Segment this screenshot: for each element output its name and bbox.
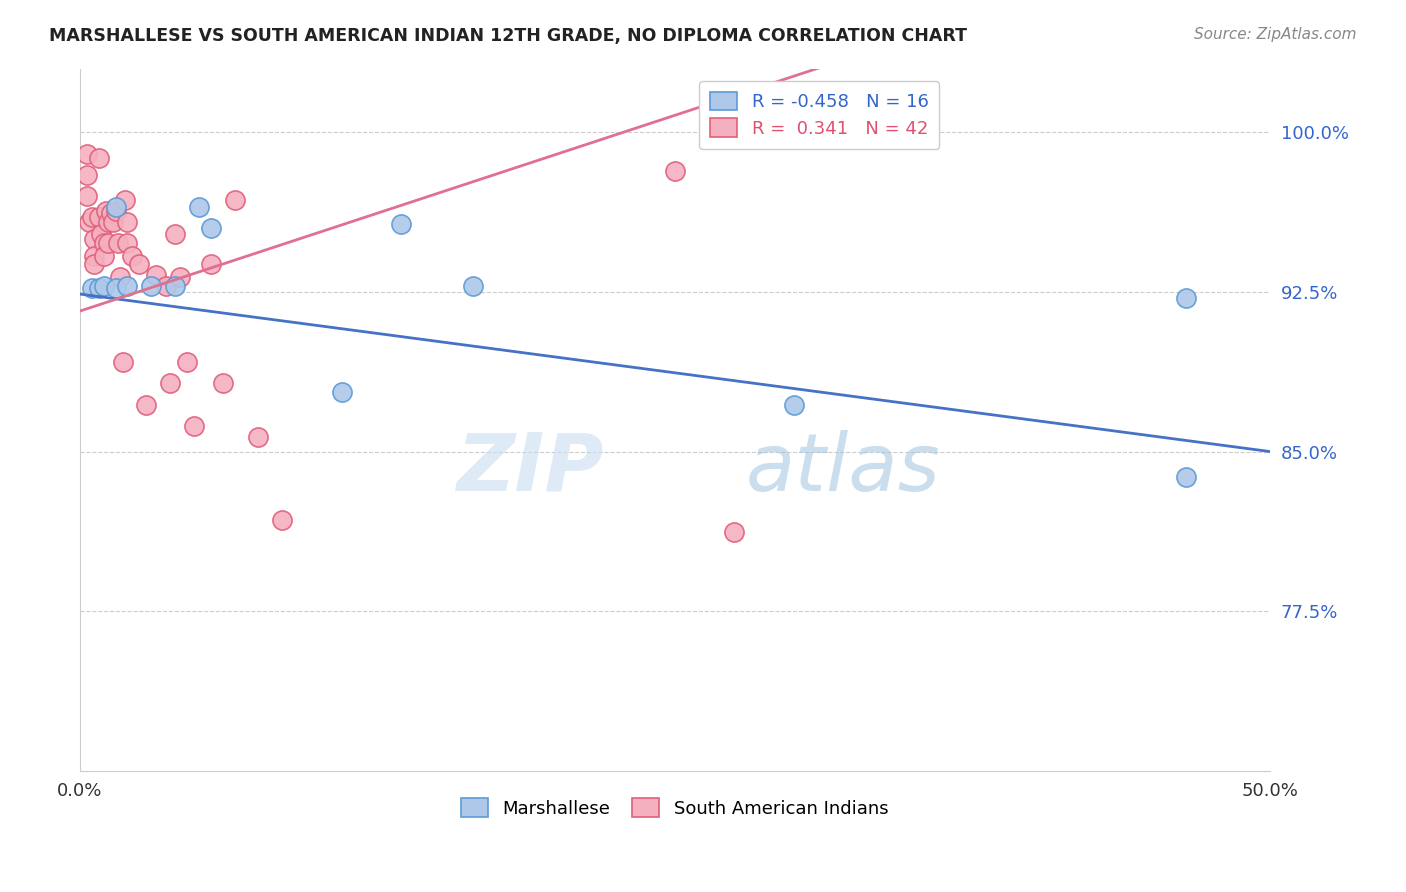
Point (83, 232, 105, 246)
Point (79, 215, 101, 229)
Point (183, 419, 205, 434)
Point (93, 249, 115, 263)
Point (94, 204, 117, 219)
Point (76, 146, 98, 161)
Point (90, 227, 112, 242)
Point (117, 278, 139, 293)
Text: Source: ZipAtlas.com: Source: ZipAtlas.com (1194, 27, 1357, 42)
Point (200, 257, 222, 271)
Point (187, 200, 209, 214)
Text: atlas: atlas (747, 430, 941, 508)
Point (104, 204, 127, 219)
Legend: Marshallese, South American Indians: Marshallese, South American Indians (454, 791, 896, 825)
Point (80, 281, 103, 295)
Point (169, 270, 191, 285)
Point (83, 249, 105, 263)
Point (1175, 470, 1198, 484)
Point (76, 189, 98, 203)
Point (330, 384, 353, 399)
Point (155, 278, 177, 293)
Point (80, 211, 103, 225)
Point (145, 268, 167, 282)
Point (97, 235, 120, 250)
Point (211, 376, 233, 391)
Point (159, 376, 181, 391)
Point (87, 211, 110, 225)
Point (224, 194, 246, 208)
Point (110, 270, 132, 285)
Text: MARSHALLESE VS SOUTH AMERICAN INDIAN 12TH GRADE, NO DIPLOMA CORRELATION CHART: MARSHALLESE VS SOUTH AMERICAN INDIAN 12T… (49, 27, 967, 45)
Point (103, 215, 125, 229)
Point (783, 398, 806, 412)
Point (128, 257, 150, 271)
Point (165, 227, 187, 242)
Point (83, 257, 105, 271)
Point (389, 217, 412, 231)
Point (247, 429, 270, 443)
Point (97, 215, 120, 229)
Point (100, 206, 122, 220)
Point (664, 163, 686, 178)
Text: ZIP: ZIP (456, 430, 603, 508)
Point (111, 355, 134, 369)
Point (93, 278, 115, 293)
Point (723, 525, 745, 540)
Point (87, 281, 110, 295)
Point (107, 235, 129, 250)
Point (104, 281, 127, 295)
Point (117, 215, 139, 229)
Point (271, 513, 294, 527)
Point (200, 221, 222, 235)
Point (141, 278, 163, 293)
Point (117, 235, 139, 250)
Point (1175, 291, 1198, 305)
Point (104, 200, 127, 214)
Point (176, 355, 198, 369)
Point (76, 168, 98, 182)
Point (114, 194, 136, 208)
Point (93, 235, 115, 250)
Point (87, 151, 110, 165)
Point (165, 278, 187, 293)
Point (121, 249, 143, 263)
Point (135, 398, 157, 412)
Point (461, 278, 484, 293)
